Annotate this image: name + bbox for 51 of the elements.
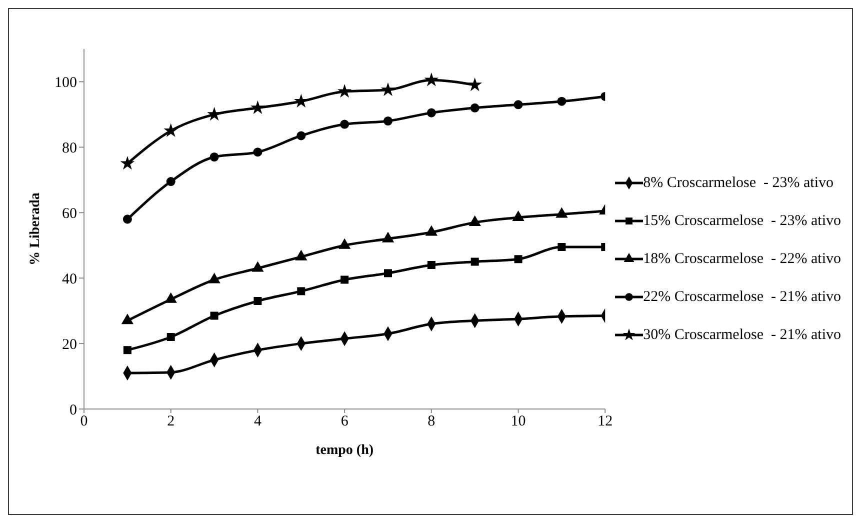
x-tick-label: 6 <box>340 414 349 430</box>
legend-label: 8% Croscarmelose - 23% ativo <box>643 174 834 192</box>
x-tick-label: 2 <box>167 414 175 430</box>
point <box>210 312 218 320</box>
legend-label: 15% Croscarmelose - 23% ativo <box>643 212 841 230</box>
point <box>210 152 219 162</box>
point <box>254 297 262 305</box>
x-tick-label: 12 <box>598 414 613 430</box>
point <box>120 156 135 170</box>
point <box>380 82 396 96</box>
point <box>514 100 523 110</box>
point <box>426 108 436 118</box>
point <box>470 258 479 266</box>
y-axis-title: % Liberada <box>28 192 43 266</box>
point <box>558 243 566 251</box>
x-tick-label: 0 <box>80 414 88 430</box>
point <box>337 84 352 98</box>
point <box>557 96 566 106</box>
point <box>166 177 176 186</box>
y-tick-label: 40 <box>62 271 77 288</box>
point <box>514 255 522 264</box>
y-tick-label: 0 <box>70 402 77 418</box>
y-tick-label: 80 <box>62 140 77 157</box>
legend-label: 30% Croscarmelose - 21% ativo <box>643 326 841 344</box>
x-tick-label: 10 <box>510 414 526 430</box>
point <box>123 346 132 354</box>
point <box>166 333 175 341</box>
point <box>340 120 350 129</box>
legend-label: 18% Croscarmelose - 22% ativo <box>643 250 841 268</box>
y-tick-label: 60 <box>62 206 77 222</box>
y-tick-label: 20 <box>62 336 77 353</box>
x-tick-label: 8 <box>428 414 436 430</box>
point <box>250 100 265 114</box>
y-tick-label: 100 <box>54 75 77 92</box>
point <box>340 276 349 284</box>
point <box>164 123 178 137</box>
point <box>383 116 393 126</box>
point <box>512 210 524 222</box>
point <box>424 72 439 86</box>
x-axis-title: tempo (h) <box>316 443 374 458</box>
point <box>470 103 480 112</box>
legend-label: 22% Croscarmelose - 21% ativo <box>643 288 841 306</box>
point <box>427 261 436 269</box>
point <box>253 148 262 157</box>
point <box>468 77 482 92</box>
point <box>296 131 306 140</box>
point <box>384 269 392 278</box>
point <box>207 106 222 121</box>
point <box>297 287 306 296</box>
x-tick-label: 4 <box>254 414 262 430</box>
point <box>122 214 132 224</box>
